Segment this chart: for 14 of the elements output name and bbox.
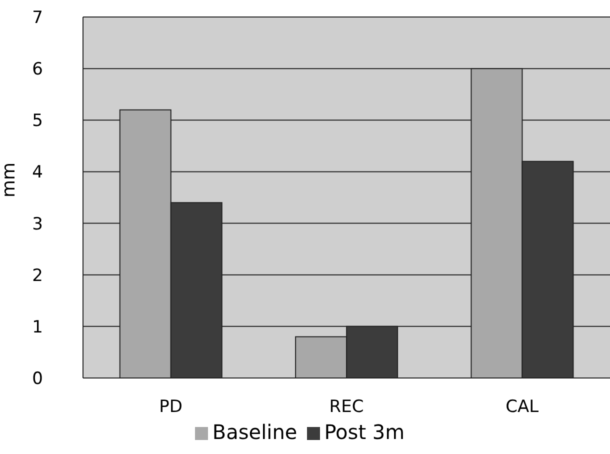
y-tick-label: 3 <box>32 214 43 234</box>
y-tick-label: 5 <box>32 111 43 132</box>
y-tick-label: 7 <box>32 8 43 28</box>
y-tick-label: 4 <box>32 162 43 183</box>
x-tick-label: PD <box>159 397 183 418</box>
y-tick-label: 0 <box>32 369 43 390</box>
legend-label: Baseline <box>212 420 298 444</box>
y-axis-title: mm <box>0 162 20 198</box>
legend-label: Post 3m <box>324 420 405 444</box>
x-tick-label: REC <box>329 397 364 418</box>
y-tick-label: 6 <box>32 60 43 80</box>
y-tick-label: 2 <box>32 266 43 286</box>
x-tick-label: CAL <box>506 397 540 418</box>
y-tick-label: 1 <box>32 317 43 338</box>
